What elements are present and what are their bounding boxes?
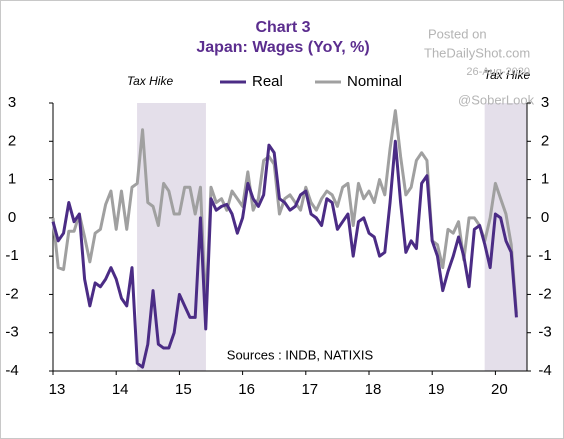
- x-tick-label: 13: [49, 381, 66, 398]
- y-tick-label: 3: [8, 94, 16, 111]
- chart-subtitle: Japan: Wages (YoY, %): [196, 39, 369, 56]
- y-tick-label: -2: [5, 285, 18, 302]
- y-tick-label: 0: [8, 209, 16, 226]
- y-tick-label: -4: [5, 362, 18, 379]
- watermark: TheDailyShot.com: [424, 45, 530, 60]
- y-tick-label: -3: [5, 324, 18, 341]
- y2-tick-label: 0: [541, 209, 549, 226]
- chart-title: Chart 3: [255, 19, 310, 36]
- watermark: Posted on: [428, 26, 487, 41]
- watermark: 26-Aug-2020: [466, 66, 530, 78]
- series-line: [51, 139, 518, 369]
- x-tick-label: 14: [112, 381, 129, 398]
- y-tick-label: -1: [5, 247, 18, 264]
- legend-label: Real: [252, 73, 283, 90]
- y-tick-label: 1: [8, 171, 16, 188]
- source-note: Sources : INDB, NATIXIS: [227, 347, 374, 362]
- tax-hike-region: [137, 103, 206, 371]
- y2-tick-label: -4: [538, 362, 551, 379]
- y2-tick-label: -3: [538, 324, 551, 341]
- y2-tick-label: -2: [538, 285, 551, 302]
- y2-tick-label: 2: [541, 132, 549, 149]
- x-tick-label: 18: [365, 381, 382, 398]
- watermark: @SoberLook: [458, 92, 535, 107]
- x-tick-label: 15: [175, 381, 192, 398]
- legend-label: Nominal: [347, 73, 402, 90]
- y2-tick-label: -1: [538, 247, 551, 264]
- x-tick-label: 16: [238, 381, 255, 398]
- y2-tick-label: 3: [541, 94, 549, 111]
- series-line: [51, 109, 518, 314]
- x-tick-label: 20: [491, 381, 508, 398]
- x-tick-label: 19: [428, 381, 445, 398]
- y-tick-label: 2: [8, 132, 16, 149]
- x-tick-label: 17: [301, 381, 318, 398]
- y2-tick-label: 1: [541, 171, 549, 188]
- tax-hike-label: Tax Hike: [484, 68, 531, 82]
- tax-hike-label: Tax Hike: [127, 74, 174, 88]
